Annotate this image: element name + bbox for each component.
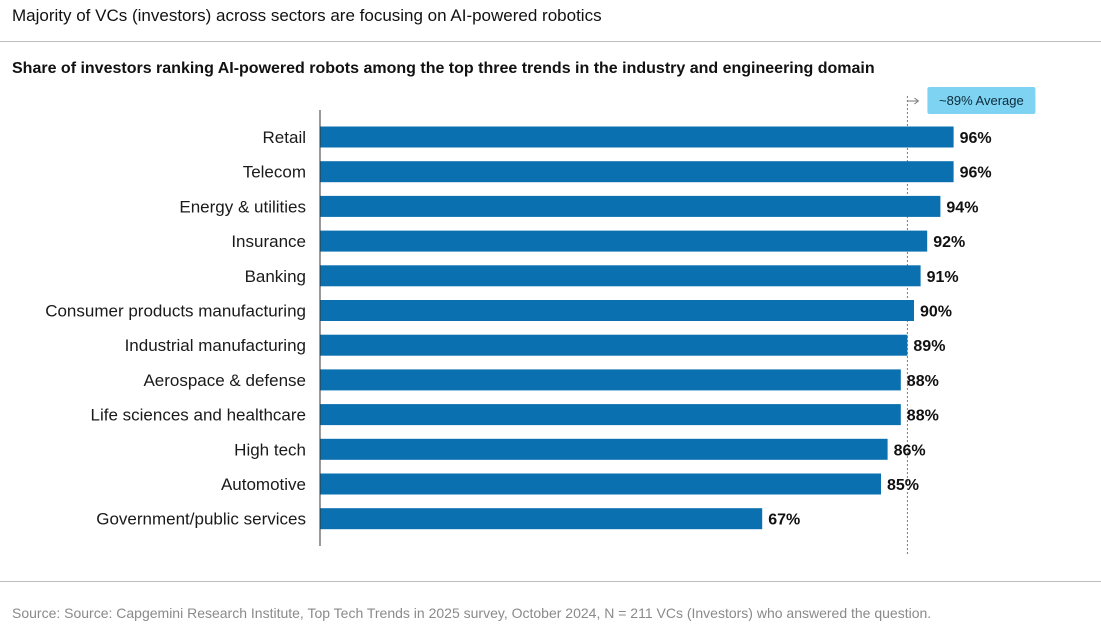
value-label: 92%: [933, 234, 965, 251]
average-label-box: [927, 87, 1036, 114]
average-label: ~89% Average: [939, 93, 1024, 108]
bar: [320, 126, 954, 148]
category-label: Telecom: [243, 163, 306, 182]
category-label: Industrial manufacturing: [125, 336, 306, 355]
value-label: 91%: [927, 269, 959, 286]
bar: [320, 161, 954, 183]
footer-divider: [0, 581, 1101, 582]
bar: [320, 334, 908, 356]
category-label: Retail: [263, 128, 306, 147]
bar: [320, 300, 914, 321]
bar: [320, 473, 881, 495]
chart-title: Share of investors ranking AI-powered ro…: [12, 60, 875, 77]
category-label: Aerospace & defense: [143, 371, 306, 390]
bar: [320, 508, 763, 530]
category-label: Automotive: [221, 475, 306, 494]
category-label: Banking: [245, 267, 306, 286]
category-label: Insurance: [231, 232, 306, 251]
bar: [320, 230, 928, 252]
category-label: Government/public services: [96, 510, 306, 529]
bar: [320, 195, 941, 217]
average-arrow-head: [914, 97, 920, 105]
source-note: Source: Source: Capgemini Research Insti…: [12, 605, 932, 621]
value-label: 85%: [887, 477, 919, 494]
category-label: Life sciences and healthcare: [91, 406, 306, 425]
value-label: 86%: [894, 442, 926, 459]
bar: [320, 369, 901, 391]
bar: [320, 438, 888, 460]
value-label: 94%: [946, 199, 978, 216]
page-title: Majority of VCs (investors) across secto…: [12, 6, 602, 25]
value-label: 90%: [920, 304, 952, 321]
bar: [320, 265, 921, 287]
value-label: 67%: [768, 512, 800, 529]
value-label: 88%: [907, 408, 939, 425]
category-label: Consumer products manufacturing: [45, 302, 306, 321]
category-label: Energy & utilities: [179, 197, 306, 216]
category-label: High tech: [234, 440, 306, 459]
header-divider: [0, 41, 1101, 42]
bar-chart: ~89% Average Retail 96% Telecom 96% Energy & …: [45, 87, 1036, 554]
value-label: 88%: [907, 373, 939, 390]
value-label: 96%: [960, 165, 992, 182]
value-label: 89%: [913, 338, 945, 355]
value-label: 96%: [960, 130, 992, 147]
bar: [320, 404, 901, 426]
